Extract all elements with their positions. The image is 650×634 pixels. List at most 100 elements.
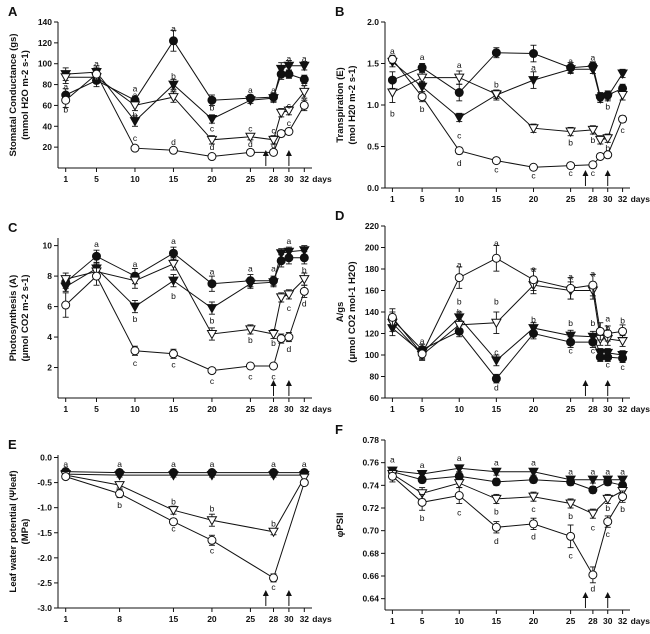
days-label: days [631,404,650,414]
data-point [603,517,613,527]
y-tick-label: 1.5 [367,59,379,69]
significance-label: b [210,504,215,514]
significance-label: b [620,504,625,514]
arrow-marker-head [604,592,611,598]
x-tick-label: 10 [455,404,465,414]
y-tick-label: 0.74 [362,480,379,490]
data-point [491,494,502,505]
significance-label: c [531,171,536,181]
data-point [417,63,427,73]
y-tick-label: 0.72 [362,503,379,513]
significance-label: c [457,508,462,518]
significance-label: c [133,133,138,143]
significance-label: c [210,123,215,133]
significance-label: a [457,60,462,70]
data-point [283,106,295,117]
significance-label: a [94,59,99,69]
data-point [91,69,101,79]
data-point [565,65,576,75]
x-tick-label: 25 [566,194,576,204]
data-point [416,489,428,499]
data-point [245,279,256,290]
significance-label: a [287,54,292,64]
data-point [491,48,501,58]
data-point [245,325,256,335]
days-label: days [631,194,650,204]
significance-label: a [420,336,425,346]
significance-label: a [133,259,138,269]
data-point [60,73,72,83]
series-line [65,39,305,101]
x-tick-label: 32 [300,174,310,184]
y-tick-label: 120 [38,38,52,48]
x-tick-label: 20 [529,404,539,414]
x-tick-label: 5 [420,194,425,204]
data-point [206,135,218,146]
data-point [275,249,287,259]
significance-label: b [133,110,138,120]
significance-label: c [271,582,276,592]
significance-label: b [171,497,176,507]
data-point [284,127,294,136]
significance-label: c [287,100,292,110]
data-point [453,320,465,331]
y-tick-label: -3.0 [37,603,52,613]
significance-label: b [210,103,215,113]
days-label: days [631,616,650,626]
y-axis-label: (μmol CO2 mol-1 H2O) [347,261,358,362]
data-point [168,145,178,155]
series-line [392,257,623,355]
significance-label: b [605,323,610,333]
significance-label: b [390,108,395,118]
data-point [588,160,598,170]
arrow-marker-head [582,592,589,598]
significance-label: b [620,316,625,326]
x-tick-label: 8 [117,614,122,624]
x-tick-label: 28 [269,174,279,184]
data-point [206,471,218,481]
data-point [276,334,286,344]
significance-label: b [531,315,536,325]
x-tick-label: 15 [169,404,179,414]
x-tick-label: 1 [63,404,68,414]
data-point [587,125,599,136]
data-point [565,331,576,342]
data-point [168,93,179,103]
data-point [207,95,217,105]
x-tick-label: 30 [284,404,294,414]
series-line [392,58,624,168]
y-tick-label: 100 [38,59,52,69]
data-point [454,273,464,283]
significance-label: b [63,105,68,115]
significance-label: a [302,459,307,469]
significance-label: c [171,524,176,534]
data-point [129,117,141,127]
data-point [387,88,398,99]
significance-label: a [605,467,610,477]
x-tick-label: 30 [284,614,294,624]
y-tick-label: 8 [47,271,52,281]
y-axis-label: Photosynthesis (A) [8,275,19,362]
data-point [528,124,539,134]
significance-label: a [568,272,573,282]
significance-label: c [287,118,292,128]
series-filled-triangle-down [60,60,310,127]
x-tick-label: 15 [492,404,502,414]
series-line [65,76,305,141]
y-tick-label: 10 [43,241,53,251]
panel-letter: D [335,208,344,223]
y-axis-label: (MPa) [20,519,31,545]
series-line [65,249,305,309]
series-line [392,471,623,491]
data-point [528,467,539,478]
data-point [130,346,140,356]
y-axis-label: (μmol CO2 m-2 s-1) [20,274,31,361]
data-point [268,330,279,340]
y-axis-label: φPSII [335,513,346,538]
series-line [392,77,624,141]
significance-label: a [420,460,425,470]
y-tick-label: 20 [43,142,53,152]
y-tick-label: 80 [370,372,380,382]
data-point [453,73,465,84]
significance-label: a [210,459,215,469]
